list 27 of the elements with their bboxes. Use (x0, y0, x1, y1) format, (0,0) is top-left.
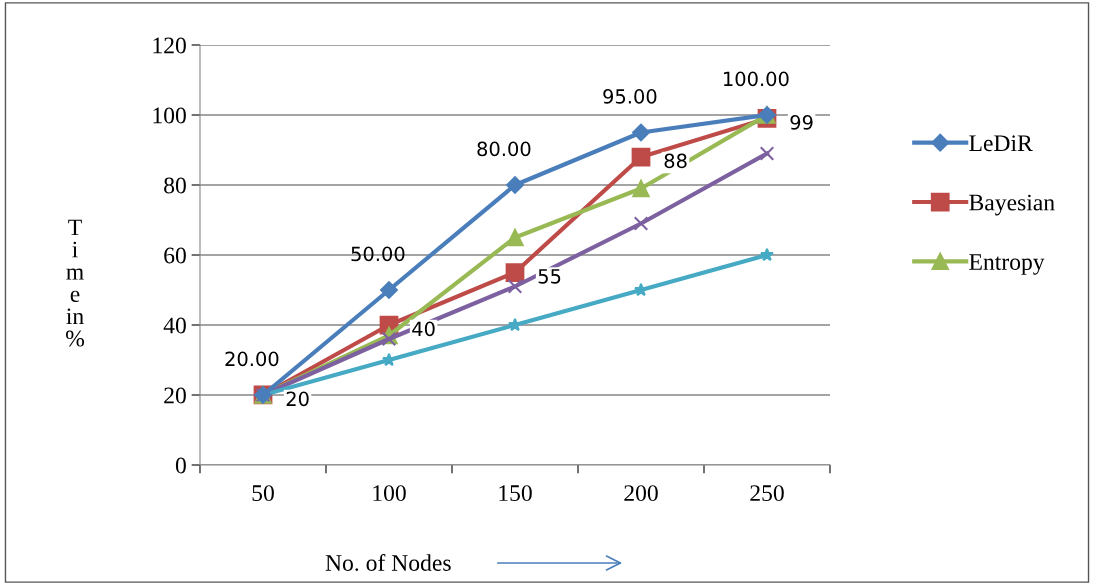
y-tick-label: 100 (153, 107, 186, 124)
data-label: 20 (286, 391, 309, 407)
x-tick-label: 200 (624, 485, 658, 502)
data-label: 88 (664, 153, 687, 169)
data-label: 20.00 (225, 351, 279, 367)
data-label: 95.00 (603, 89, 657, 104)
y-tick-label: 40 (163, 317, 186, 334)
legend-label: LeDiR (969, 135, 1033, 152)
data-label: 99 (790, 114, 813, 130)
data-label: 50.00 (351, 246, 405, 262)
x-axis-title: No. of Nodes (325, 554, 451, 572)
data-label: 55 (538, 269, 561, 284)
data-label: 80.00 (477, 141, 531, 157)
y-tick-label: 0 (175, 457, 186, 474)
y-tick-label: 80 (164, 177, 186, 194)
legend-label: Bayesian (969, 194, 1055, 216)
x-tick-label: 150 (499, 485, 532, 502)
x-tick-label: 250 (750, 485, 784, 502)
data-label: 100.00 (724, 71, 789, 87)
y-tick-label: 60 (164, 247, 186, 264)
data-label: 40 (412, 321, 435, 337)
x-tick-label: 100 (373, 485, 406, 502)
legend-label: Entropy (969, 254, 1045, 275)
y-tick-label: 20 (164, 387, 186, 404)
y-axis-title: Time in % (65, 219, 85, 347)
y-tick-label: 120 (153, 37, 186, 54)
x-tick-label: 50 (252, 485, 274, 502)
